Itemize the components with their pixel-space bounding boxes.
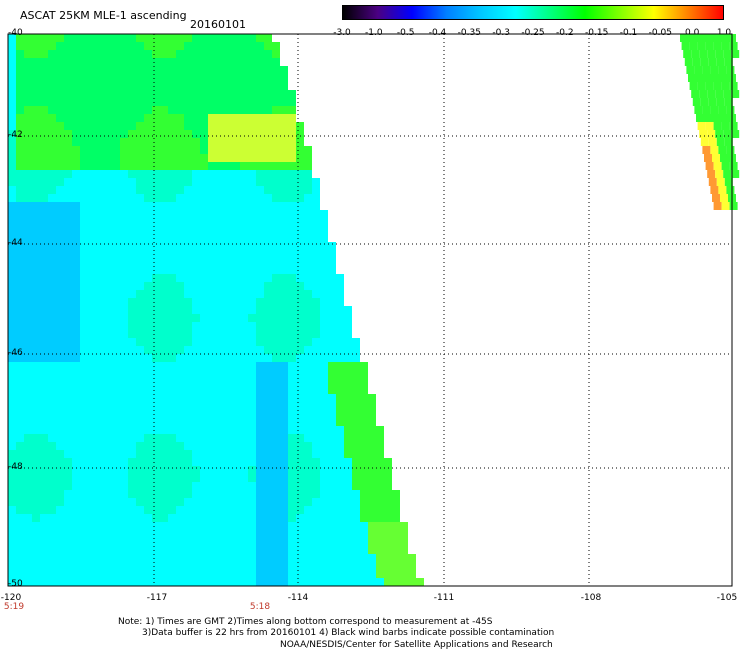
time-label-519: 5:19 <box>3 602 25 612</box>
colorbar-tick-label: -0.35 <box>457 28 481 38</box>
lat-label-44: -44 <box>8 238 23 248</box>
lon-label-108: -108 <box>580 593 602 603</box>
colorbar-tick-label: 1.0 <box>716 28 732 38</box>
lon-label-117: -117 <box>146 593 168 603</box>
product-title: ASCAT 25KM MLE-1 ascending <box>20 9 187 22</box>
lat-label-50: -50 <box>8 579 23 589</box>
colorbar-tick-label: -0.1 <box>619 28 638 38</box>
lat-label-48: -48 <box>8 462 23 472</box>
colorbar-tick-label: -0.2 <box>556 28 574 38</box>
colorbar-tick-label: -0.3 <box>492 28 510 38</box>
colorbar-tick-label: -0.4 <box>428 28 447 38</box>
colorbar-tick-label: -0.15 <box>585 28 609 38</box>
time-label-518: 5:18 <box>249 602 271 612</box>
colorbar <box>342 5 724 20</box>
colorbar-tick-label: 0.0 <box>684 28 700 38</box>
product-date: 20160101 <box>190 18 246 31</box>
colorbar-tick-label: -0.5 <box>396 28 415 38</box>
colorbar-tick-label: -3.0 <box>333 28 351 38</box>
footer-note-1: Note: 1) Times are GMT 2)Times along bot… <box>118 617 493 627</box>
lon-label-105: -105 <box>716 593 738 603</box>
lon-label-111: -111 <box>433 593 455 603</box>
lon-label-120: -120 <box>0 593 22 603</box>
footer-credit: NOAA/NESDIS/Center for Satellite Applica… <box>280 640 553 650</box>
lat-label-46: -46 <box>8 348 23 358</box>
lat-label-42: -42 <box>8 130 23 140</box>
map-frame <box>7 33 733 587</box>
colorbar-tick-label: -1.0 <box>365 28 383 38</box>
lon-label-114: -114 <box>287 593 309 603</box>
footer-note-2: 3)Data buffer is 22 hrs from 20160101 4)… <box>142 628 555 638</box>
colorbar-tick-label: -0.25 <box>521 28 545 38</box>
colorbar-tick-label: -0.05 <box>648 28 672 38</box>
lat-label-40: -40 <box>8 28 23 38</box>
